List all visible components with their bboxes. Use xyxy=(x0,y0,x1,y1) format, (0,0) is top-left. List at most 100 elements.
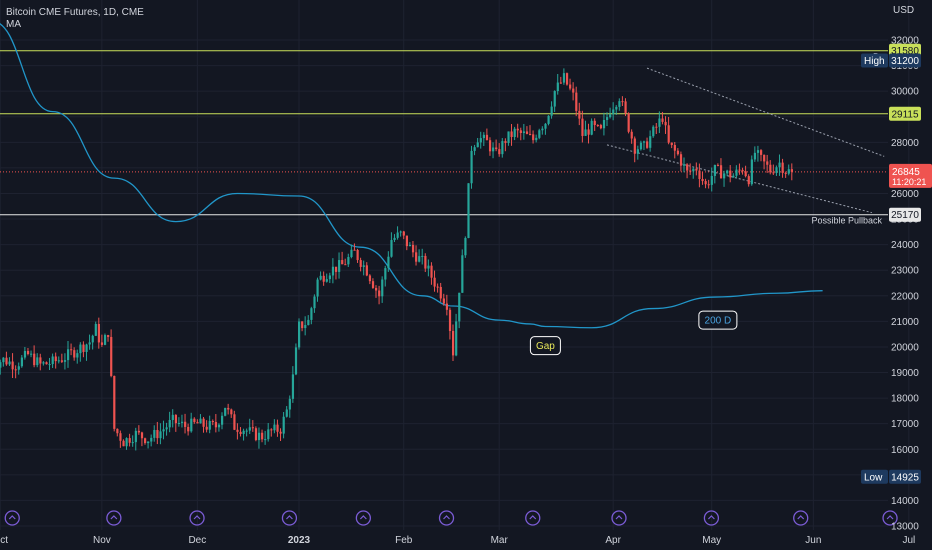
candle-body xyxy=(482,134,485,139)
candle-body xyxy=(559,82,562,84)
candle-body xyxy=(276,424,279,432)
indicator-label[interactable]: MA xyxy=(6,19,21,30)
low-value-bg xyxy=(889,469,921,484)
candle-body xyxy=(116,428,119,434)
event-icon-glyph xyxy=(286,515,293,520)
candle-body xyxy=(726,170,729,174)
candle-body xyxy=(612,109,615,115)
candle-body xyxy=(772,172,775,174)
candle-body xyxy=(590,120,593,135)
candle-body xyxy=(707,184,710,186)
candle-body xyxy=(553,91,556,107)
candle-body xyxy=(137,430,141,433)
candle-body xyxy=(63,360,67,362)
candle-body xyxy=(33,353,36,366)
candle-body xyxy=(424,255,427,269)
candle-body xyxy=(732,175,735,178)
event-icon-glyph xyxy=(8,515,16,520)
candle-body xyxy=(356,249,359,261)
time-tick-label: May xyxy=(702,535,721,546)
candle-body xyxy=(177,422,181,424)
price-tick-label: 24000 xyxy=(891,240,919,251)
candle-body xyxy=(747,176,750,185)
candle-body xyxy=(20,357,23,367)
level-price-badge xyxy=(889,106,921,121)
channel-line xyxy=(606,144,873,214)
candle-body xyxy=(365,265,368,276)
event-icon xyxy=(189,510,205,526)
event-icon-glyph xyxy=(797,515,805,520)
trend-channel xyxy=(606,67,885,214)
candle-body xyxy=(744,171,747,177)
high-value-bg xyxy=(889,53,921,68)
candle-body xyxy=(131,442,134,444)
candle-body xyxy=(587,129,590,135)
event-icon-glyph xyxy=(193,515,201,520)
candle-body xyxy=(162,429,165,432)
grid xyxy=(0,0,910,530)
candle-body xyxy=(781,162,784,173)
candle-body xyxy=(184,421,187,427)
candle-body xyxy=(334,266,338,272)
annotation-text: Gap xyxy=(536,341,555,352)
candle-body xyxy=(433,277,436,287)
candle-body xyxy=(91,335,94,343)
price-tick-label: 28000 xyxy=(891,138,919,149)
candle-body xyxy=(199,418,202,424)
candle-body xyxy=(753,152,757,160)
candle-body xyxy=(562,73,566,83)
symbol-title[interactable]: Bitcoin CME Futures, 1D, CME xyxy=(6,7,144,18)
annotation-text: 200 D xyxy=(705,316,732,327)
candle-body xyxy=(45,362,48,365)
event-icon xyxy=(4,510,20,526)
candle-body xyxy=(57,360,60,362)
candle-body xyxy=(322,275,325,282)
candle-body xyxy=(470,150,473,184)
time-tick-label: Feb xyxy=(395,535,413,546)
candle-body xyxy=(211,421,214,423)
currency-label[interactable]: USD xyxy=(893,5,915,16)
candle-body xyxy=(54,356,57,362)
candle-body xyxy=(26,350,30,355)
annotation-box xyxy=(529,336,561,356)
candle-body xyxy=(646,141,649,148)
candle-body xyxy=(353,249,356,251)
time-tick-label: Jul xyxy=(902,535,915,546)
candle-body xyxy=(430,265,433,278)
time-axis[interactable]: Oct Nov Dec 2023 Feb Mar Apr May Jun Jul xyxy=(0,535,915,546)
countdown-text: 11:20:21 xyxy=(892,177,926,187)
candle-body xyxy=(698,170,701,179)
candle-body xyxy=(584,129,587,136)
event-icon xyxy=(438,510,455,526)
candle-body xyxy=(455,321,458,356)
candle-body xyxy=(547,115,550,124)
candle-body xyxy=(516,128,519,131)
candle-body xyxy=(458,292,461,322)
candle-body xyxy=(525,131,529,134)
candle-body xyxy=(0,362,2,368)
candle-body xyxy=(14,369,17,371)
candle-body xyxy=(156,430,159,439)
candle-body xyxy=(147,441,150,444)
candle-body xyxy=(541,128,544,131)
candle-body xyxy=(378,290,381,297)
candle-body xyxy=(750,159,753,185)
candle-body xyxy=(735,169,738,176)
time-tick-label: Apr xyxy=(605,535,621,546)
candle-body xyxy=(723,173,726,179)
annotations: Gap 200 D xyxy=(529,310,738,356)
candle-body xyxy=(79,344,82,354)
candle-body xyxy=(756,150,760,153)
candle-body xyxy=(113,375,116,429)
candle-body xyxy=(393,237,396,241)
candle-body xyxy=(439,286,442,299)
price-tick-label: 23000 xyxy=(891,266,919,277)
high-value: 31200 xyxy=(891,56,919,67)
candle-body xyxy=(153,430,156,438)
candle-body xyxy=(488,140,492,152)
candle-body xyxy=(298,321,301,348)
candle-body xyxy=(88,342,91,345)
candle-body xyxy=(501,141,504,155)
